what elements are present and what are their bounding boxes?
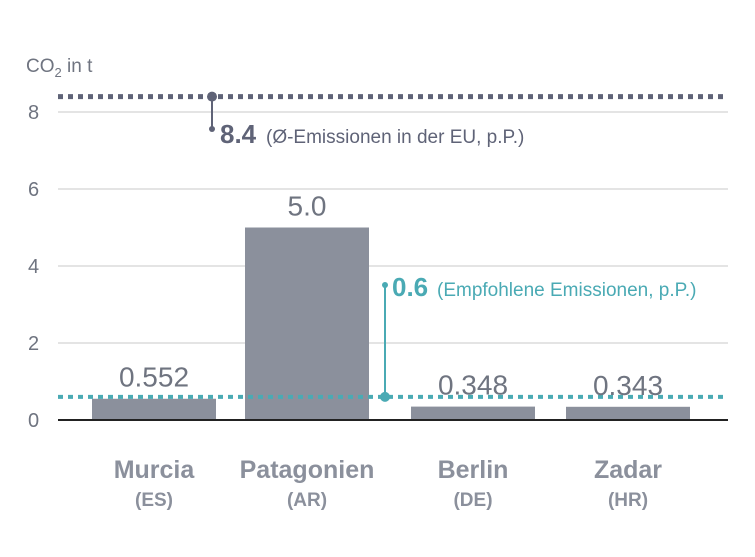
y-axis-ticks: 0 2 4 6 8 bbox=[28, 102, 39, 432]
labels: 0.552 Murcia (ES) 5.0 Patagonien (AR) 0.348 Ber… bbox=[114, 119, 697, 511]
y-tick-label-6: 6 bbox=[28, 179, 39, 201]
grid-lines bbox=[58, 111, 728, 344]
bar-patagonien bbox=[245, 227, 369, 420]
value-label-patagonien: 5.0 bbox=[288, 191, 327, 222]
bar-zadar bbox=[566, 406, 690, 420]
y-tick-label-2: 2 bbox=[28, 333, 39, 355]
value-label-zadar: 0.343 bbox=[593, 370, 663, 401]
category-label-zadar: Zadar bbox=[594, 456, 662, 484]
eu-average-connector-dot bbox=[209, 126, 215, 132]
category-label-patagonien: Patagonien bbox=[240, 456, 375, 484]
value-label-murcia: 0.552 bbox=[119, 362, 189, 393]
eu-average-value: 8.4 bbox=[220, 119, 257, 149]
recommended-value: 0.6 bbox=[392, 272, 428, 302]
bars bbox=[92, 227, 690, 420]
recommended-text: (Empfohlene Emissionen, p.P.) bbox=[437, 280, 696, 301]
value-label-berlin: 0.348 bbox=[438, 370, 508, 401]
eu-average-text: (Ø-Emissionen in der EU, p.P.) bbox=[266, 127, 524, 148]
recommended-connector-dot bbox=[382, 282, 388, 288]
bar-berlin bbox=[411, 406, 535, 420]
bar-murcia bbox=[92, 398, 216, 420]
category-label-berlin: Berlin bbox=[438, 456, 509, 484]
y-tick-label-8: 8 bbox=[28, 102, 39, 124]
category-code-murcia: (ES) bbox=[135, 490, 173, 511]
category-code-berlin: (DE) bbox=[453, 490, 492, 511]
category-label-murcia: Murcia bbox=[114, 456, 196, 484]
y-tick-label-0: 0 bbox=[28, 410, 39, 432]
category-code-zadar: (HR) bbox=[608, 490, 648, 511]
reference-lines bbox=[58, 91, 728, 402]
category-code-patagonien: (AR) bbox=[287, 490, 327, 511]
y-tick-label-4: 4 bbox=[28, 256, 39, 278]
y-axis-label: CO2 in t bbox=[26, 56, 93, 80]
